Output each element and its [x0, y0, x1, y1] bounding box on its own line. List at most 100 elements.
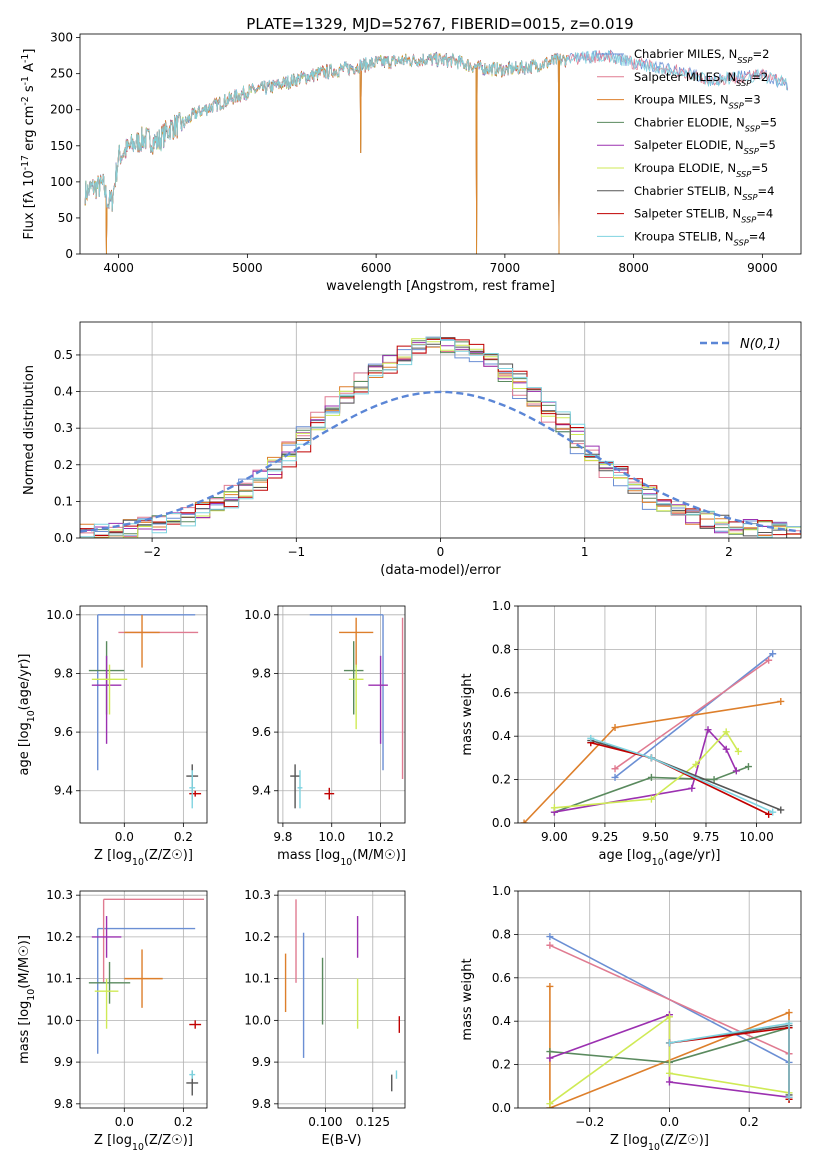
- x-axis-label: E(B-V): [321, 1133, 361, 1148]
- weight-marker: [744, 763, 752, 771]
- x-tick-label: 0.100: [308, 1115, 342, 1129]
- label-part: Z [: [94, 848, 112, 863]
- panel-mass-weight-vs-age: 9.00 9.25 9.50 9.75 10.00 0.0 0.2 0.4 0.6 0.8 1.0 a…: [460, 599, 802, 868]
- weight-marker: [647, 795, 655, 803]
- axes-border: [517, 605, 802, 824]
- x-tick-label: 0.2: [174, 1115, 193, 1129]
- y-tick-label: 9.4: [252, 784, 271, 798]
- x-tick-label: 1: [581, 545, 589, 559]
- y-tick-label: 9.8: [54, 1097, 73, 1111]
- label-part: SSP: [736, 78, 751, 88]
- label-part: =5: [759, 138, 776, 152]
- weight-marker: [550, 804, 558, 812]
- label-part: =5: [751, 161, 768, 175]
- histogram-step: [80, 337, 801, 538]
- x-axis-label: wavelength [Angstrom, rest frame]: [326, 279, 555, 294]
- weight-series: [665, 1019, 793, 1101]
- label-part: 10: [648, 1142, 660, 1153]
- legend-label: N(0,1): [740, 337, 781, 352]
- weight-marker: [769, 650, 777, 658]
- x-tick-label: 5000: [232, 261, 263, 275]
- label-part: Kroupa ELODIE, N: [634, 161, 736, 175]
- x-tick-label: −2: [143, 545, 161, 559]
- label-part: 10: [26, 710, 37, 722]
- plot-area: [80, 891, 207, 1108]
- label-part: Salpeter STELIB, N: [634, 207, 741, 221]
- weight-marker: [732, 767, 740, 775]
- x-axis-label: age [log10(age/yr)]: [599, 848, 721, 868]
- weight-marker: [611, 773, 619, 781]
- y-tick-label: 0.4: [492, 729, 511, 743]
- y-tick-label: 150: [50, 139, 73, 153]
- errorbar-point: [102, 898, 205, 983]
- label-part: s: [22, 85, 37, 96]
- y-tick-label: 200: [50, 103, 73, 117]
- plot-area: [278, 606, 405, 823]
- x-tick-label: 2: [725, 545, 733, 559]
- label-part: SSP: [736, 169, 751, 179]
- axes-border: [79, 605, 208, 824]
- label-part: =2: [751, 70, 768, 84]
- x-tick-label: 9.00: [541, 830, 568, 844]
- label-part: Z [: [610, 1133, 628, 1148]
- axes-border: [79, 890, 208, 1109]
- y-axis-label: mass [log10(M/M☉)]: [17, 935, 37, 1064]
- y-tick-label: 50: [58, 211, 73, 225]
- legend-label: Salpeter ELODIE, NSSP=5: [634, 138, 776, 156]
- weight-series: [520, 697, 785, 823]
- x-tick-label: 0.2: [174, 830, 193, 844]
- y-tick-label: 0: [65, 247, 73, 261]
- spectrum-line: [84, 52, 568, 254]
- legend-label: Chabrier STELIB, NSSP=4: [634, 184, 774, 202]
- plot-area: [84, 49, 789, 254]
- label-part: =4: [757, 184, 774, 198]
- axes-frame: 9.8 10.0 10.2 9.4 9.6 9.8 10.0 mass [log10(M/M☉…: [244, 608, 406, 868]
- label-part: SSP: [744, 146, 759, 156]
- axes-frame: −0.2 0.0 0.2 0.0 0.2 0.4 0.6 0.8 1.0 Z [log10(Z/Z…: [460, 884, 759, 1153]
- weight-marker: [546, 941, 554, 949]
- weight-marker: [665, 1039, 673, 1047]
- label-part: 10: [132, 1142, 144, 1153]
- panel-spectrum: 4000 5000 6000 7000 8000 9000 0 50 100 150 200 250 3…: [20, 31, 802, 294]
- y-tick-label: 10.0: [46, 608, 73, 622]
- y-tick-label: 0.0: [492, 816, 511, 830]
- label-part: log: [628, 1133, 648, 1148]
- label-part: =4: [756, 207, 773, 221]
- x-tick-label: 10.2: [367, 830, 394, 844]
- errorbar-point: [97, 614, 196, 771]
- errorbar-point: [189, 1070, 196, 1079]
- y-tick-label: 0.2: [54, 458, 73, 472]
- x-tick-label: 0.2: [740, 1115, 759, 1129]
- weight-marker: [785, 1093, 793, 1101]
- label-part: Normed distribution: [22, 365, 37, 495]
- spectrum-line: [84, 52, 568, 254]
- x-axis-label: (data-model)/error: [380, 563, 501, 578]
- label-part: A: [22, 63, 37, 76]
- errorbar-point: [91, 655, 122, 744]
- y-tick-label: 0.4: [54, 385, 73, 399]
- weight-marker: [611, 765, 619, 773]
- y-axis-label: Flux [fλ 10-17 erg cm-2 s-1 A-1]: [20, 49, 38, 240]
- label-part: -1: [20, 54, 31, 63]
- x-tick-label: 9.25: [592, 830, 619, 844]
- weight-marker: [722, 745, 730, 753]
- label-part: erg cm: [22, 106, 37, 155]
- legend: N(0,1): [700, 337, 781, 352]
- weight-series: [611, 656, 773, 773]
- label-part: (Z/Z☉)]: [660, 1133, 709, 1148]
- x-axis-label: Z [log10(Z/Z☉)]: [94, 848, 193, 868]
- axes-frame: 4000 5000 6000 7000 8000 9000 0 50 100 150 200 250 3…: [20, 31, 778, 294]
- axes-frame: 0.0 0.29.89.910.010.110.210.3Z [log10(Z/Z…: [17, 888, 193, 1152]
- weight-marker: [704, 726, 712, 734]
- label-part: E(B-V): [321, 1133, 361, 1148]
- label-part: SSP: [729, 101, 744, 111]
- y-tick-label: 0.8: [492, 642, 511, 656]
- y-tick-label: 10.2: [46, 930, 73, 944]
- label-part: =3: [744, 93, 761, 107]
- y-tick-label: 9.9: [252, 1055, 271, 1069]
- y-tick-label: 0.5: [54, 348, 73, 362]
- weight-marker: [546, 1054, 554, 1062]
- label-part: =4: [749, 229, 766, 243]
- y-tick-label: 0.6: [492, 686, 511, 700]
- label-part: (M/M☉)]: [17, 935, 32, 989]
